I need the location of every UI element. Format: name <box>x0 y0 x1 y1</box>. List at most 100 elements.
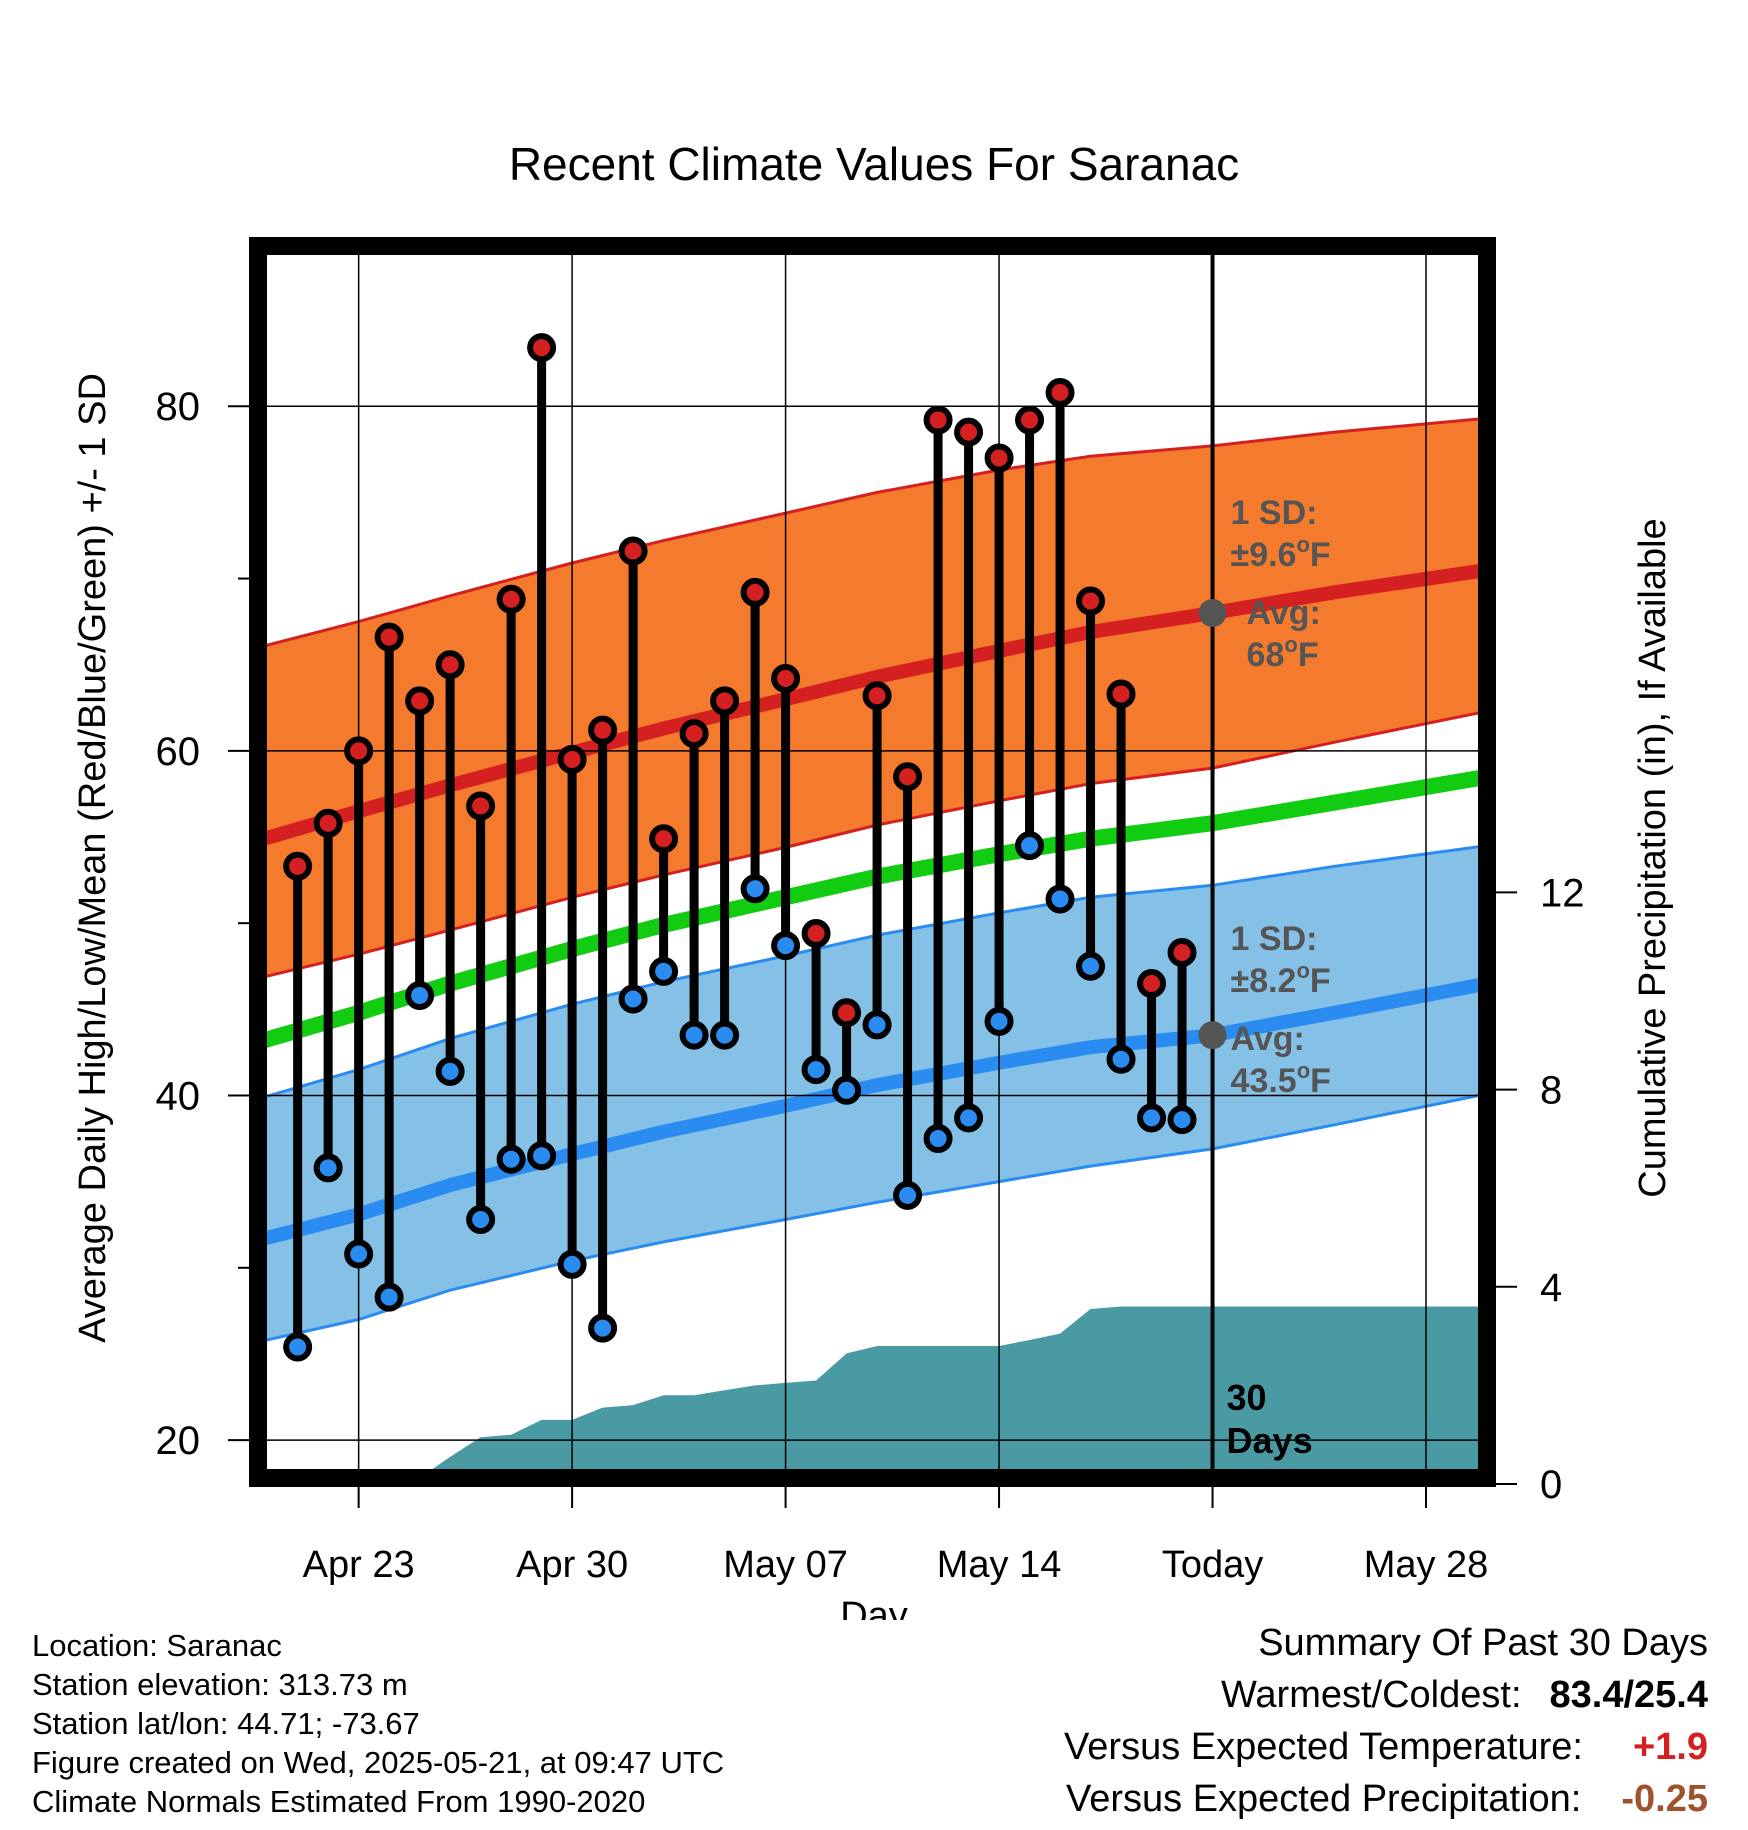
low-point <box>1106 1044 1136 1074</box>
high-point <box>832 998 862 1028</box>
high-avg-label: Avg: <box>1247 594 1321 632</box>
low-avg-value: 43.5oF <box>1231 1058 1331 1100</box>
warmest-coldest-row: Warmest/Coldest: 83.4/25.4 <box>808 1674 1708 1726</box>
high-point <box>374 622 404 652</box>
temp-anomaly-value: +1.9 <box>1632 1726 1708 1768</box>
warmest-label: Warmest/Coldest: <box>1220 1674 1522 1716</box>
precipitation-area <box>258 1306 1487 1478</box>
x-tick-label: Apr 23 <box>303 1544 415 1586</box>
high-point <box>588 715 618 745</box>
high-point <box>344 736 374 766</box>
low-point <box>740 874 770 904</box>
low-sd-lower-line <box>258 1092 1487 1344</box>
high-point <box>435 650 465 680</box>
low-sd-value: ±8.2oF <box>1231 958 1331 1000</box>
high-avg-marker <box>1198 599 1227 628</box>
high-sd-lower-line <box>258 709 1487 980</box>
low-sd-label: 1 SD: <box>1231 920 1318 958</box>
low-point <box>1045 884 1075 914</box>
chart-title: Recent Climate Values For Saranac <box>509 138 1239 190</box>
high-point <box>405 686 435 716</box>
low-point <box>374 1282 404 1312</box>
low-point <box>862 1010 892 1040</box>
high-sd-value: ±9.6oF <box>1231 532 1331 574</box>
low-point <box>313 1153 343 1183</box>
low-point <box>588 1313 618 1343</box>
low-sd-upper-line <box>258 844 1487 1101</box>
x-tick-label: May 07 <box>723 1544 848 1586</box>
temperature-anomaly-row: Versus Expected Temperature: +1.9 <box>808 1726 1708 1778</box>
high-point <box>679 719 709 749</box>
high-point <box>984 443 1014 473</box>
high-point <box>1137 968 1167 998</box>
y-axis-label: Average Daily High/Low/Mean (Red/Blue/Gr… <box>72 373 114 1343</box>
high-point <box>283 851 313 881</box>
y-tick-label: 60 <box>156 730 201 774</box>
high-point <box>1015 405 1045 435</box>
low-point <box>283 1332 313 1362</box>
station-info: Location: Saranac Station elevation: 313… <box>32 1626 724 1821</box>
high-point <box>893 762 923 792</box>
low-point <box>801 1055 831 1085</box>
high-point <box>710 686 740 716</box>
normals-group <box>258 246 1487 1478</box>
temp-anomaly-label: Versus Expected Temperature: <box>1064 1726 1583 1768</box>
summary-panel: Summary Of Past 30 Days Warmest/Coldest:… <box>808 1622 1708 1830</box>
latlon-text: Station lat/lon: 44.71; -73.67 <box>32 1706 420 1741</box>
elevation-text: Station elevation: 313.73 m <box>32 1667 408 1702</box>
low-point <box>496 1144 526 1174</box>
x-tick-label: May 14 <box>937 1544 1062 1586</box>
normals-text: Climate Normals Estimated From 1990-2020 <box>32 1784 646 1819</box>
high-point <box>771 663 801 693</box>
high-sd-label: 1 SD: <box>1231 494 1318 532</box>
x-tick-label: Apr 30 <box>516 1544 628 1586</box>
high-point <box>1045 377 1075 407</box>
y2-axis-label: Cumulative Precipitation (in), If Availa… <box>1632 518 1674 1197</box>
low-point <box>618 984 648 1014</box>
y-tick-label: 80 <box>156 385 201 429</box>
axes: Apr 23 Apr 30 May 07 May 14 Today May 28 20 4 0 6… <box>156 237 1585 1586</box>
low-point <box>710 1020 740 1050</box>
low-point <box>1167 1105 1197 1135</box>
low-avg-label: Avg: <box>1231 1020 1305 1058</box>
low-point <box>679 1020 709 1050</box>
y-tick-label: 20 <box>156 1419 201 1463</box>
high-point <box>618 536 648 566</box>
low-point <box>435 1056 465 1086</box>
warmest-value: 83.4/25.4 <box>1549 1674 1708 1716</box>
x-tick-label: May 28 <box>1364 1544 1489 1586</box>
y2-tick-label: 0 <box>1540 1463 1562 1507</box>
location-text: Location: Saranac <box>32 1628 282 1663</box>
y2-tick-label: 12 <box>1540 871 1585 915</box>
low-point <box>984 1006 1014 1036</box>
high-point <box>954 417 984 447</box>
high-avg-value: 68oF <box>1247 632 1319 674</box>
low-point <box>557 1249 587 1279</box>
climate-chart: Recent Climate Values For Saranac 1 SD:±… <box>72 138 1674 1620</box>
created-text: Figure created on Wed, 2025-05-21, at 09… <box>32 1745 725 1780</box>
precipitation-anomaly-row: Versus Expected Precipitation: -0.25 <box>808 1778 1708 1830</box>
y2-tick-label: 4 <box>1540 1266 1562 1310</box>
high-point <box>862 681 892 711</box>
high-point <box>649 824 679 854</box>
normal-high-line <box>258 562 1487 848</box>
plot-frame <box>249 237 1496 1487</box>
high-point <box>740 577 770 607</box>
x-tick-label: Today <box>1162 1544 1263 1586</box>
low-point <box>527 1141 557 1171</box>
high-point <box>527 333 557 363</box>
summary-heading: Summary Of Past 30 Days <box>1258 1622 1708 1664</box>
low-point <box>1015 831 1045 861</box>
low-point <box>923 1124 953 1154</box>
high-point <box>557 744 587 774</box>
days-count-label: 30 <box>1227 1377 1267 1418</box>
high-point <box>1167 937 1197 967</box>
y2-tick-label: 8 <box>1540 1069 1562 1113</box>
low-point <box>1137 1103 1167 1133</box>
low-point <box>954 1103 984 1133</box>
high-point <box>313 808 343 838</box>
precip-anomaly-value: -0.25 <box>1621 1778 1708 1820</box>
low-point <box>649 956 679 986</box>
normal-mean-line <box>258 768 1487 1050</box>
high-sd-upper-line <box>258 416 1487 649</box>
